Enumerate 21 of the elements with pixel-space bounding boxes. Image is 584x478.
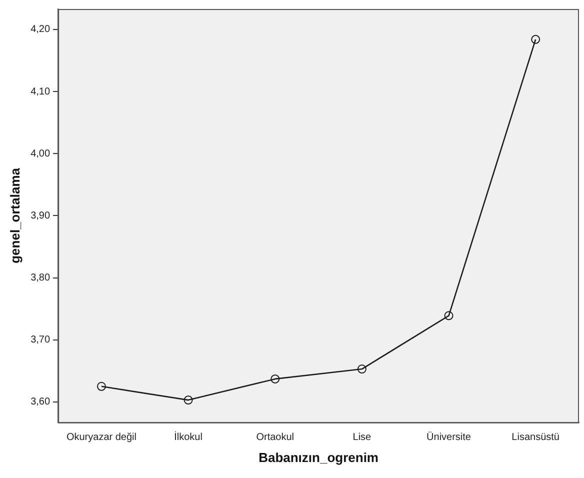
y-tick-label: 4,10 [30, 86, 50, 98]
y-tick-label: 3,70 [30, 334, 50, 346]
point [531, 34, 540, 44]
x-tick-label: Lise [352, 432, 372, 444]
point [96, 382, 106, 391]
y-tick-label: 4,00 [30, 148, 50, 160]
point [357, 364, 366, 374]
y-tick-label: 3,60 [30, 396, 50, 408]
x-axis-title: Babanızın_ogrenim [258, 450, 378, 465]
y-tick-label: 3,90 [30, 210, 50, 222]
x-tick-label: İlkokul [174, 431, 202, 444]
y-tick-label: 4,20 [30, 24, 50, 36]
x-tick-label: Üniversite [426, 431, 472, 444]
y-axis-title: genel_ortalama [7, 167, 22, 264]
x-tick-label: Ortaokul [256, 432, 294, 444]
point [184, 396, 193, 405]
x-tick-label: Lisansüstü [512, 432, 560, 444]
point [270, 374, 280, 384]
point [444, 311, 454, 320]
y-tick-label: 3,80 [30, 272, 50, 284]
x-tick-label: Okuryazar değil [66, 432, 136, 444]
